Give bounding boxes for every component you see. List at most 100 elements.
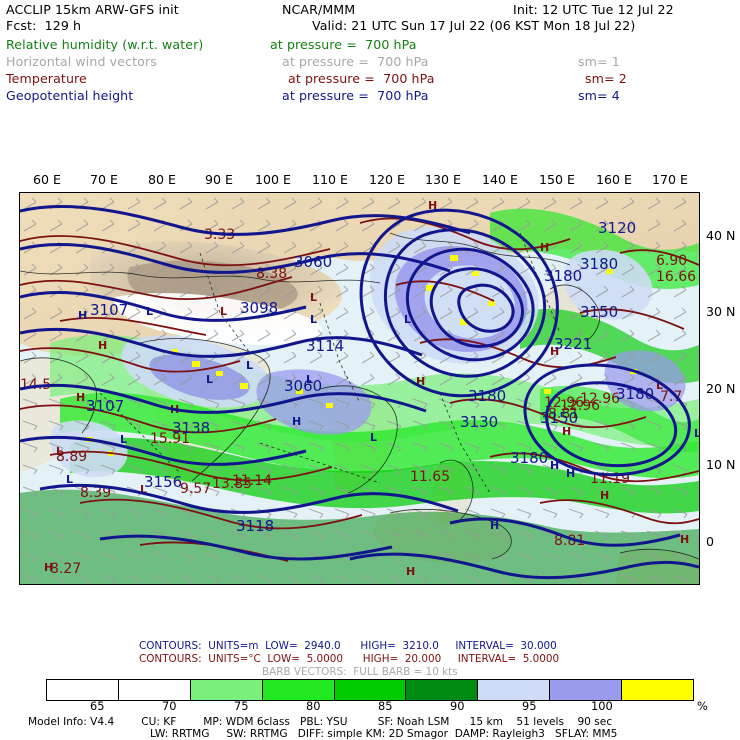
contour-label-height: 3120	[598, 219, 636, 237]
colorbar-cell-100-plus	[622, 680, 694, 700]
temp-marker-low: L	[56, 445, 63, 458]
contour-label-height: 3150	[580, 303, 618, 321]
center-name: NCAR/MMM	[282, 2, 356, 17]
lon-tick-label: 160 E	[596, 172, 632, 187]
contour-label-temperature: 8.89	[56, 449, 87, 465]
height-marker-high: H	[566, 467, 575, 480]
lat-tick-label: 10 N	[706, 457, 736, 472]
contour-label-height: 3098	[240, 299, 278, 317]
colorbar-tick-label: 75	[234, 699, 249, 713]
lon-tick-label: 80 E	[148, 172, 176, 187]
lon-tick-label: 90 E	[205, 172, 233, 187]
height-marker-low: L	[146, 305, 153, 318]
colorbar-tick-label: 100	[591, 699, 613, 713]
temp-marker-low: L	[220, 305, 227, 318]
lon-tick-label: 70 E	[90, 172, 118, 187]
lon-tick-label: 60 E	[33, 172, 61, 187]
colorbar-cell-65-70	[118, 680, 191, 700]
contour-label-height: 3138	[172, 419, 210, 437]
field-smoothing-wind-vectors: sm= 1	[578, 54, 620, 69]
lat-tick-label: 20 N	[706, 381, 736, 396]
colorbar-cell-95-100	[550, 680, 623, 700]
temp-marker-high: H	[98, 339, 107, 352]
contour-label-temperature: 12.96	[580, 391, 620, 407]
colorbar-tick-label: 90	[450, 699, 465, 713]
colorbar-cell-60-65	[47, 680, 119, 700]
contour-label-height: 3107	[90, 301, 128, 319]
colorbar-cell-70-75	[190, 680, 263, 700]
colorbar-tick-label: 65	[90, 699, 105, 713]
contour-label-temperature: 9.57	[180, 481, 211, 497]
height-marker-high: H	[292, 415, 301, 428]
lat-tick-label: 30 N	[706, 304, 736, 319]
init-time: Init: 12 UTC Tue 12 Jul 22	[513, 2, 674, 17]
height-marker-low: L	[404, 313, 411, 326]
contour-label-temperature: 8.81	[554, 533, 585, 549]
lon-tick-label: 120 E	[369, 172, 405, 187]
temp-marker-high: H	[540, 241, 549, 254]
field-level-geopotential-height: at pressure = 700 hPa	[282, 88, 429, 103]
height-marker-low: L	[246, 359, 253, 372]
temp-marker-low: L	[140, 483, 147, 496]
height-marker-low: L	[120, 433, 127, 446]
height-marker-low: L	[66, 473, 73, 486]
temp-marker-high: H	[550, 345, 559, 358]
height-marker-low: L	[306, 373, 313, 386]
lon-tick-label: 170 E	[652, 172, 688, 187]
colorbar-cell-85-90	[406, 680, 479, 700]
contour-label-temperature: 7.7	[660, 389, 682, 405]
contour-label-height: 3180	[580, 255, 618, 273]
contour-label-temperature: 6.90	[656, 253, 687, 269]
field-label-geopotential-height: Geopotential height	[6, 88, 134, 103]
contour-label-temperature: 12.96	[560, 398, 600, 414]
legend-barb-note: BARB VECTORS: FULL BARB = 10 kts	[262, 666, 458, 678]
lat-tick-label: 40 N	[706, 228, 736, 243]
contour-label-height: 3180	[544, 267, 582, 285]
legend-height-contours: CONTOURS: UNITS=m LOW= 2940.0 HIGH= 3210…	[139, 640, 557, 652]
contour-label-height: 3114	[306, 337, 344, 355]
field-label-relative-humidity: Relative humidity (w.r.t. water)	[6, 37, 204, 52]
field-label-temperature: Temperature	[6, 71, 87, 86]
height-marker-high: H	[490, 519, 499, 532]
temp-marker-high: H	[406, 565, 415, 578]
contour-label-height: 3180	[616, 385, 654, 403]
contour-label-height: 3180	[468, 387, 506, 405]
colorbar-cell-80-85	[334, 680, 407, 700]
lon-tick-label: 100 E	[255, 172, 291, 187]
field-level-wind-vectors: at pressure = 700 hPa	[282, 54, 429, 69]
height-marker-low: L	[206, 373, 213, 386]
temp-marker-low: L	[656, 379, 663, 392]
contour-label-height: 3107	[86, 397, 124, 415]
temp-marker-high: H	[600, 489, 609, 502]
map-svg: H L L H H H L L H H H H H H L H H 8.38	[20, 193, 699, 584]
colorbar-cell-90-95	[478, 680, 551, 700]
longitude-axis: 60 E 70 E 80 E 90 E 100 E 110 E 120 E 13…	[0, 172, 740, 190]
contour-label-temperature: 15.91	[150, 431, 190, 447]
field-level-relative-humidity: at pressure = 700 hPa	[270, 37, 417, 52]
colorbar-ticks: 65 70 75 80 85 90 95 100 %	[0, 699, 740, 715]
field-level-temperature: at pressure = 700 hPa	[288, 71, 435, 86]
height-marker-high: H	[550, 459, 559, 472]
contour-legend: CONTOURS: UNITS=m LOW= 2940.0 HIGH= 3210…	[0, 640, 740, 678]
model-configuration-info: Model Info: V4.4 CU: KF MP: WDM 6class P…	[0, 716, 740, 740]
contour-label-height: 3156	[144, 473, 182, 491]
field-smoothing-temperature: sm= 2	[585, 71, 627, 86]
contour-label-height: 3060	[294, 253, 332, 271]
lat-tick-label: 0	[706, 534, 715, 549]
relative-humidity-colorbar	[46, 679, 694, 701]
contour-label-height: 3060	[284, 377, 322, 395]
model-info-line-1: Model Info: V4.4 CU: KF MP: WDM 6class P…	[28, 716, 613, 728]
colorbar-cell-75-80	[262, 680, 335, 700]
contour-label-height: 3118	[236, 517, 274, 535]
contour-label-temperature: 11.65	[410, 469, 450, 485]
forecast-hour: Fcst: 129 h	[6, 18, 82, 33]
contour-label-temperature: 8.27	[50, 561, 81, 577]
latitude-axis: 40 N 30 N 20 N 10 N 0	[702, 192, 740, 592]
temp-marker-high: H	[76, 391, 85, 404]
lon-tick-label: 110 E	[312, 172, 348, 187]
colorbar-tick-label: 80	[306, 699, 321, 713]
field-smoothing-geopotential-height: sm= 4	[578, 88, 620, 103]
temp-marker-high: H	[562, 425, 571, 438]
legend-temp-contours: CONTOURS: UNITS=°C LOW= 5.0000 HIGH= 20.…	[139, 653, 560, 665]
height-marker-low: L	[370, 431, 377, 444]
